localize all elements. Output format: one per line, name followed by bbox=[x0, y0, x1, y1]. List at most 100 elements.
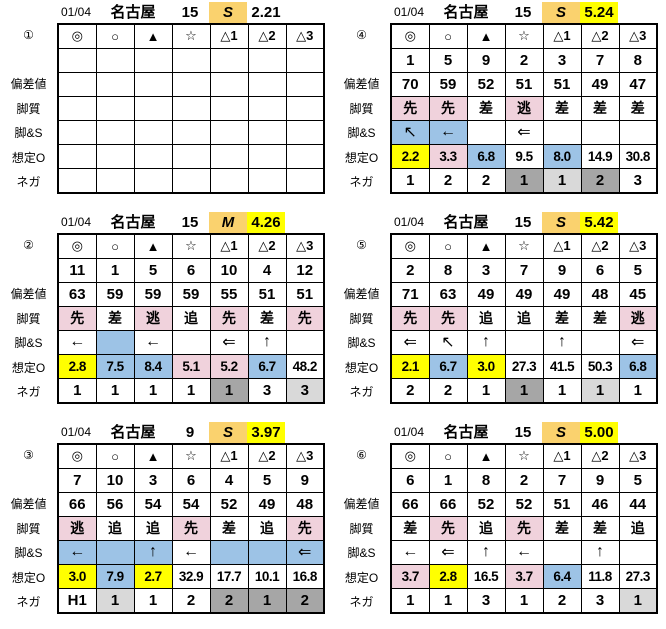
odds-header-value: 5.24 bbox=[580, 2, 618, 23]
kyakushitsu-cell bbox=[95, 95, 135, 121]
soutei-o-cell: 27.3 bbox=[618, 563, 658, 590]
data-grid: ◎ ○ ▲ ☆ △1 △2 △3 2 8 3 7 9 6 5 71 63 49 49 49 48 45 先先追追差差逃 ⇐ ↖… bbox=[390, 233, 658, 404]
hensachi-cell bbox=[247, 71, 287, 97]
track-name: 名古屋 bbox=[443, 214, 489, 231]
hensachi-cell: 63 bbox=[57, 281, 97, 307]
symbol-cell: ▲ bbox=[466, 233, 506, 259]
row-label-hensachi: 偏差値 bbox=[10, 77, 47, 92]
grid-row-symbols: ◎ ○ ▲ ☆ △1 △2 △3 bbox=[390, 233, 658, 259]
nega-cell: 1 bbox=[504, 588, 544, 614]
kyaku-s-cell: ⇐ bbox=[285, 539, 325, 565]
kyakushitsu-cell: 先 bbox=[390, 305, 430, 331]
race-number: 15 bbox=[181, 214, 199, 231]
horse-number-cell bbox=[209, 47, 249, 73]
kyakushitsu-cell: 逃 bbox=[133, 305, 173, 331]
table-index-badge: ⑤ bbox=[356, 238, 367, 253]
soutei-o-cell: 10.1 bbox=[247, 563, 287, 590]
horse-number-cell bbox=[95, 47, 135, 73]
horse-number-cell: 12 bbox=[285, 257, 325, 283]
nega-cell: 1 bbox=[542, 168, 582, 194]
horse-number-cell: 3 bbox=[466, 257, 506, 283]
horse-number-cell: 6 bbox=[390, 467, 430, 493]
kyakushitsu-cell: 追 bbox=[466, 305, 506, 331]
symbol-cell: ◎ bbox=[57, 443, 97, 469]
row-label-hensachi: 偏差値 bbox=[343, 287, 380, 302]
nega-cell: 1 bbox=[618, 588, 658, 614]
hensachi-cell: 51 bbox=[247, 281, 287, 307]
kyaku-s-cell: ← bbox=[504, 539, 544, 565]
soutei-o-cell bbox=[247, 143, 287, 170]
kyakushitsu-cell: 先 bbox=[428, 305, 468, 331]
race-date: 01/04 bbox=[393, 215, 425, 229]
row-label-soutei-o: 想定O bbox=[344, 570, 379, 585]
kyaku-s-cell bbox=[580, 329, 620, 355]
kyakushitsu-cell: 追 bbox=[95, 515, 135, 541]
kyaku-s-cell: ← bbox=[428, 119, 468, 145]
soutei-o-cell bbox=[209, 143, 249, 170]
kyakushitsu-cell: 差 bbox=[95, 305, 135, 331]
nega-cell: 3 bbox=[580, 588, 620, 614]
table-index-badge: ② bbox=[23, 238, 34, 253]
symbol-cell: ▲ bbox=[466, 23, 506, 49]
horse-number-cell: 8 bbox=[466, 467, 506, 493]
row-label-kyaku-s: 脚&S bbox=[14, 546, 43, 561]
horse-number-cell: 2 bbox=[504, 467, 544, 493]
symbol-cell: △3 bbox=[618, 23, 658, 49]
hensachi-cell: 51 bbox=[542, 491, 582, 517]
pace-flag: S bbox=[542, 212, 580, 233]
odds-header-value: 2.21 bbox=[251, 4, 281, 21]
symbol-cell: △2 bbox=[580, 233, 620, 259]
soutei-o-cell bbox=[285, 143, 325, 170]
nega-cell: 2 bbox=[171, 588, 211, 614]
nega-cell bbox=[247, 168, 287, 194]
data-grid: ◎ ○ ▲ ☆ △1 △2 △3 6 1 8 2 7 9 5 66 66 52 52 51 46 44 差先追先差差追 ← ⇐… bbox=[390, 443, 658, 614]
nega-cell: 1 bbox=[390, 588, 430, 614]
horse-number-cell: 5 bbox=[133, 257, 173, 283]
race-header: 01/04 名古屋 15 S 2.21 bbox=[57, 2, 331, 23]
hensachi-cell bbox=[171, 71, 211, 97]
kyaku-s-cell bbox=[171, 329, 211, 355]
kyakushitsu-cell: 差 bbox=[209, 515, 249, 541]
row-label-kyakushitsu: 脚質 bbox=[16, 311, 41, 326]
row-labels: ⑥ 偏差値 脚質 脚&S 想定O ネガ bbox=[333, 443, 390, 614]
kyaku-s-cell bbox=[542, 119, 582, 145]
kyaku-s-cell: ← bbox=[390, 539, 430, 565]
kyaku-s-cell bbox=[95, 539, 135, 565]
soutei-o-cell: 6.7 bbox=[428, 353, 468, 380]
odds-header-value: 3.97 bbox=[247, 422, 285, 443]
kyaku-s-cell: ← bbox=[57, 329, 97, 355]
soutei-o-cell: 2.8 bbox=[428, 563, 468, 590]
symbol-cell: △3 bbox=[285, 233, 325, 259]
nega-cell: 1 bbox=[504, 378, 544, 404]
grid-row-soutei bbox=[57, 143, 325, 170]
row-label-kyaku-s: 脚&S bbox=[14, 336, 43, 351]
horse-number-cell: 5 bbox=[247, 467, 287, 493]
soutei-o-cell: 3.0 bbox=[466, 353, 506, 380]
row-label-kyaku-s: 脚&S bbox=[347, 336, 376, 351]
race-table-block: 01/04 名古屋 15 S 5.24 ④ 偏差値 脚質 脚&S 想定O ネガ ◎ ○ ▲ ☆ △1 △2 △3 1… bbox=[333, 2, 664, 194]
race-number: 15 bbox=[181, 4, 199, 21]
symbol-cell: ▲ bbox=[133, 23, 173, 49]
nega-cell: 2 bbox=[542, 588, 582, 614]
row-label-kyakushitsu: 脚質 bbox=[349, 521, 374, 536]
pace-flag: S bbox=[209, 422, 247, 443]
hensachi-cell: 48 bbox=[285, 491, 325, 517]
race-table-block: 01/04 名古屋 9 S 3.97 ③ 偏差値 脚質 脚&S 想定O ネガ ◎ ○ ▲ ☆ △1 △2 △3 7 1… bbox=[0, 422, 331, 614]
hensachi-cell bbox=[133, 71, 173, 97]
soutei-o-cell: 7.5 bbox=[95, 353, 135, 380]
hensachi-cell: 54 bbox=[133, 491, 173, 517]
race-header: 01/04 名古屋 15 M 4.26 bbox=[57, 212, 331, 233]
symbol-cell: △3 bbox=[618, 233, 658, 259]
soutei-o-cell: 48.2 bbox=[285, 353, 325, 380]
kyaku-s-cell bbox=[247, 539, 287, 565]
row-label-nega: ネガ bbox=[349, 595, 374, 610]
hensachi-cell: 59 bbox=[133, 281, 173, 307]
symbol-cell: ▲ bbox=[466, 443, 506, 469]
grid-row-kyakushitsu: 逃追追先差追先 bbox=[57, 515, 325, 541]
nega-cell: 1 bbox=[390, 168, 430, 194]
symbol-cell: ◎ bbox=[390, 23, 430, 49]
hensachi-cell: 52 bbox=[466, 71, 506, 97]
kyakushitsu-cell: 追 bbox=[133, 515, 173, 541]
